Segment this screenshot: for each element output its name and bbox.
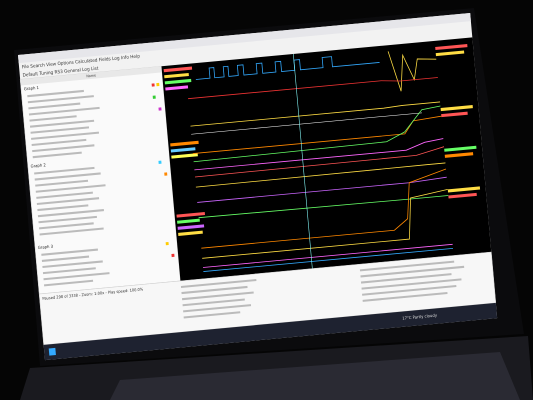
- start-button[interactable]: [48, 347, 56, 356]
- title-bar: [18, 12, 471, 64]
- value-rows: [180, 260, 465, 319]
- group-label[interactable]: Graph 3: [38, 243, 54, 250]
- group-label[interactable]: Graph 2: [30, 162, 46, 169]
- column-header: Name: [86, 73, 96, 78]
- graph-area: [161, 37, 492, 281]
- keyboard: [110, 352, 520, 400]
- color-swatches: [151, 82, 175, 258]
- taskbar: [43, 302, 498, 361]
- list-rows: [27, 89, 110, 287]
- group-label[interactable]: Graph 1: [24, 85, 40, 92]
- list-header: [20, 66, 163, 86]
- screen: File Search View Options Calculated Fiel…: [18, 12, 498, 361]
- legend-labels: [163, 44, 481, 236]
- weather[interactable]: 17°C Partly cloudy: [402, 312, 438, 320]
- traces: [188, 51, 454, 272]
